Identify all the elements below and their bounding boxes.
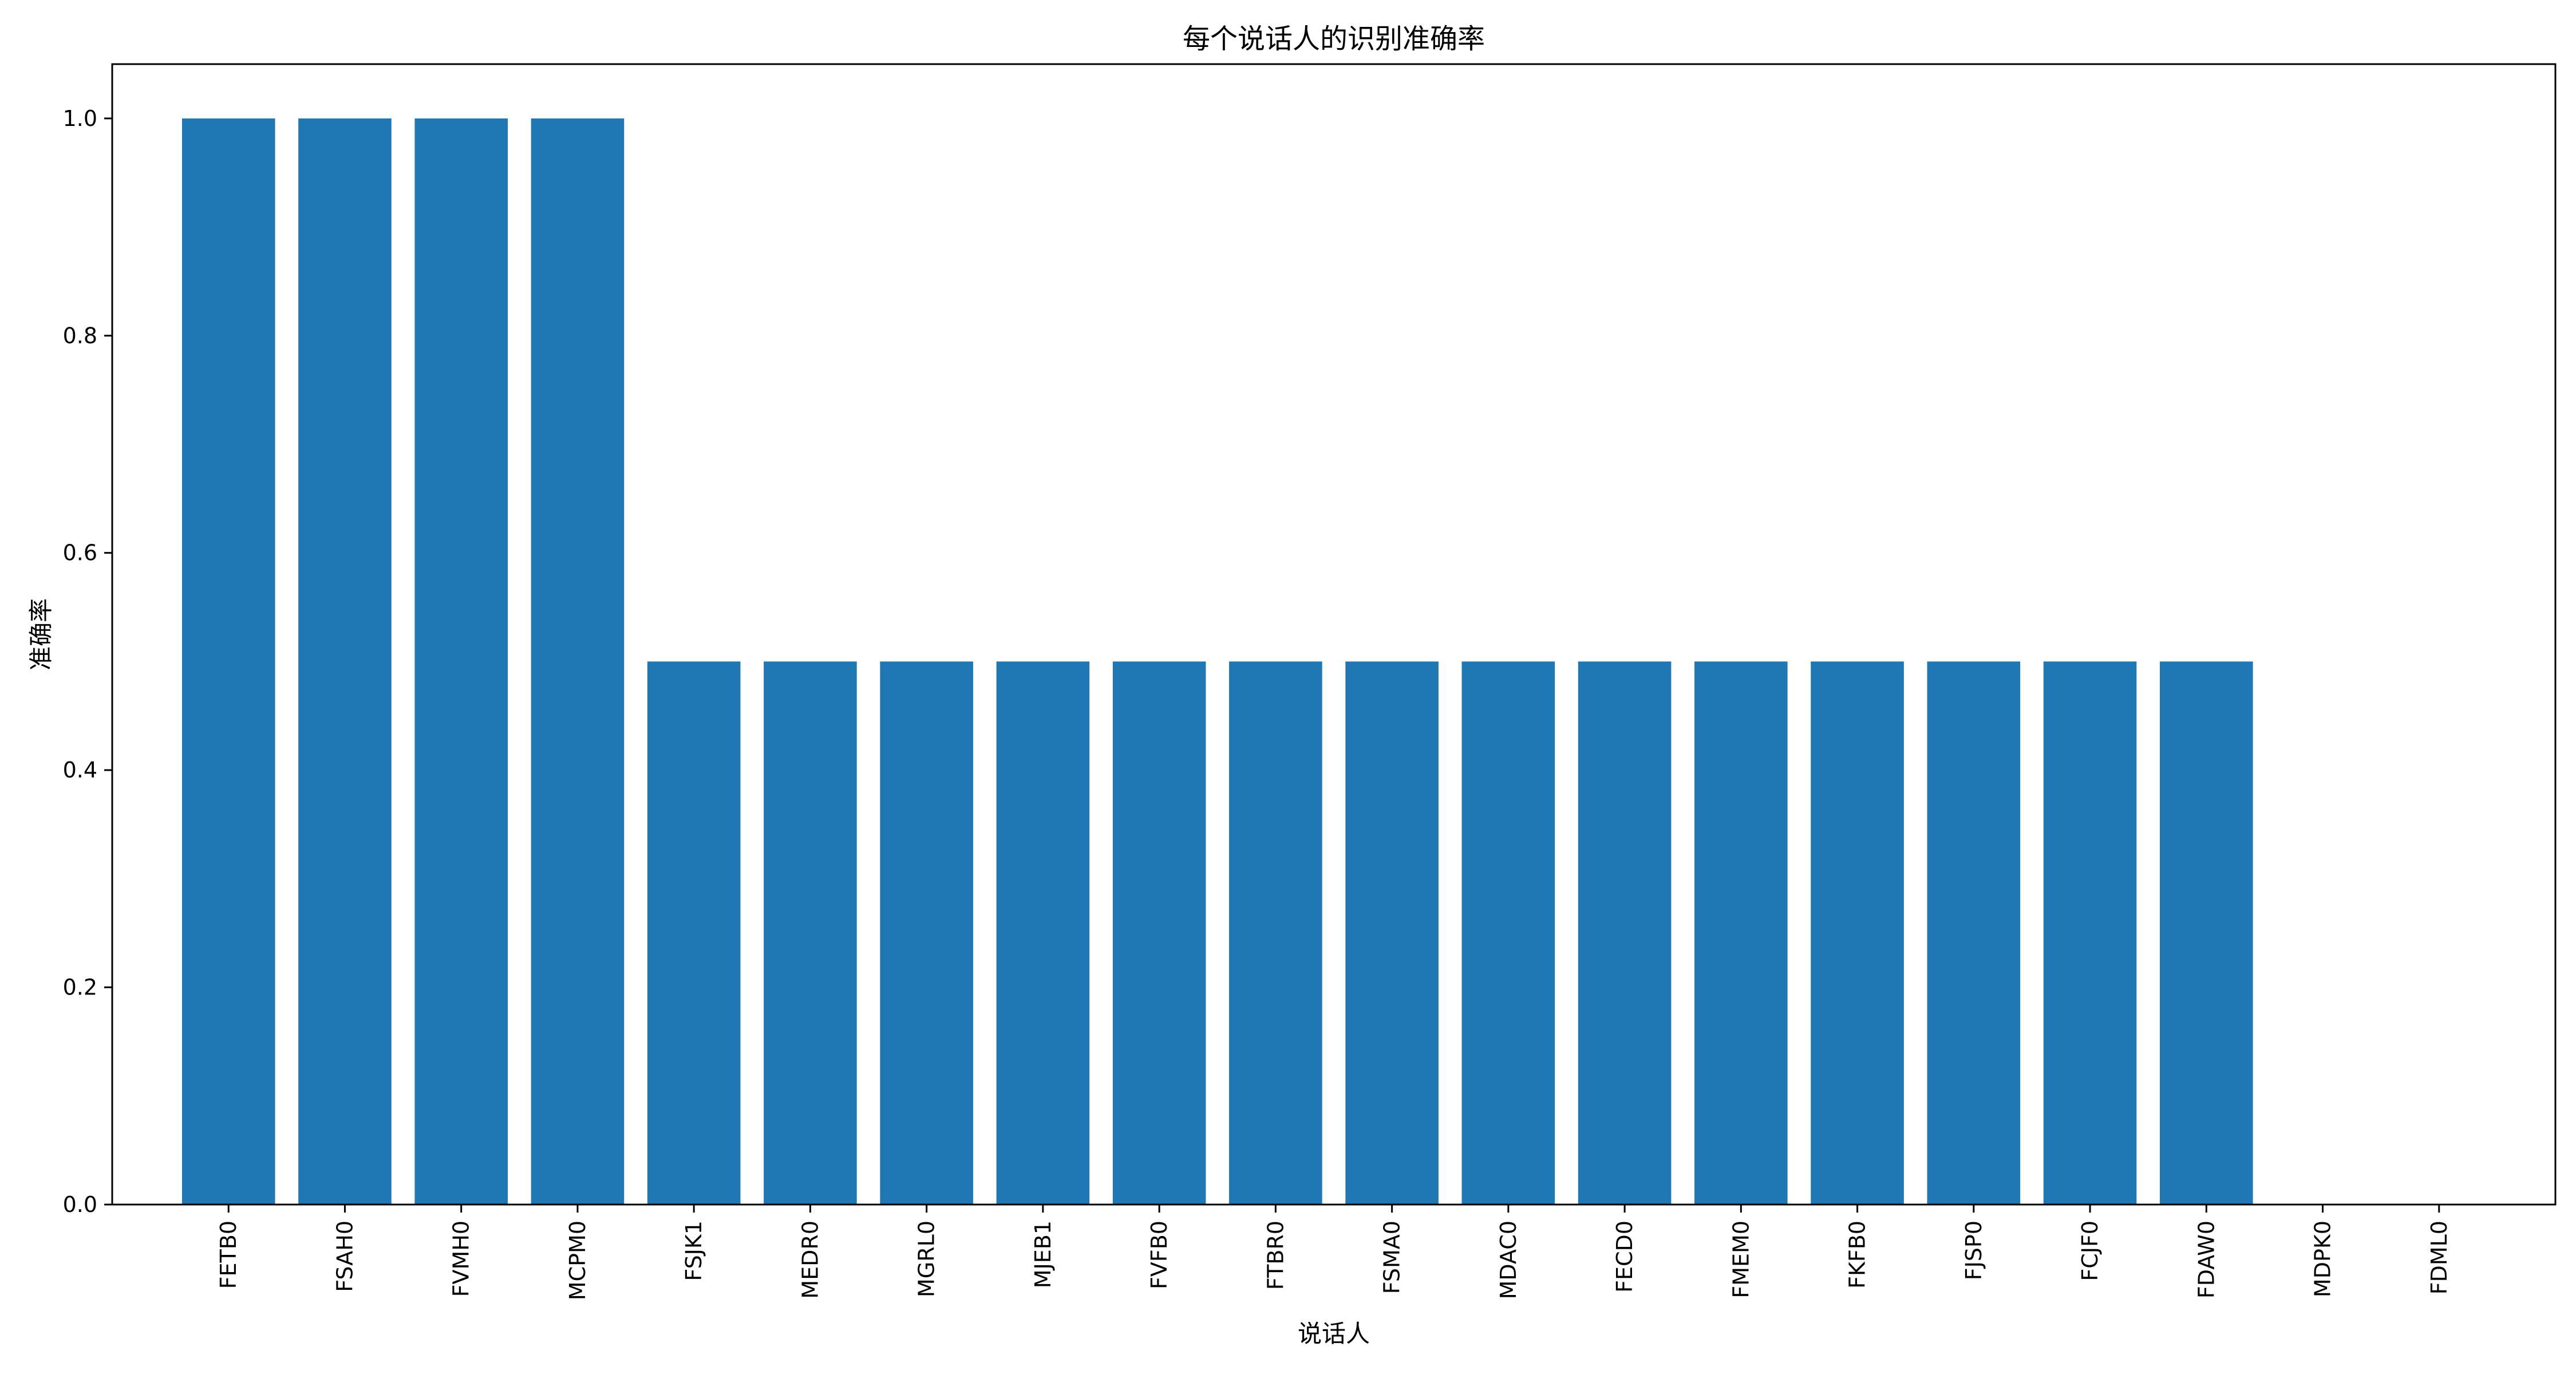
x-tick-label: FJSP0 <box>1961 1221 1986 1280</box>
bar-fetb0 <box>181 118 275 1205</box>
y-tick-label: 0.0 <box>63 1192 97 1217</box>
y-tick-label: 1.0 <box>63 106 97 131</box>
bar-medr0 <box>764 661 857 1205</box>
y-axis: 0.0 0.2 0.4 0.6 0.8 1.0 <box>63 106 112 1217</box>
x-tick-label: FCJF0 <box>2077 1221 2103 1281</box>
x-axis-label: 说话人 <box>1298 1320 1370 1348</box>
y-tick-label: 0.6 <box>63 540 97 566</box>
x-tick-label: FSAH0 <box>332 1221 357 1292</box>
x-tick-label: FVFB0 <box>1147 1221 1172 1289</box>
x-tick-label: MGRL0 <box>914 1221 939 1297</box>
bar-fsjk1 <box>647 661 741 1205</box>
x-tick-label: FMEM0 <box>1728 1221 1753 1298</box>
bar-mgrl0 <box>880 661 973 1205</box>
x-tick-label: MDPK0 <box>2310 1221 2336 1297</box>
y-tick-label: 0.4 <box>63 757 97 783</box>
y-axis-label: 准确率 <box>27 598 55 670</box>
y-tick-label: 0.2 <box>63 975 97 1000</box>
bar-fdaw0 <box>2159 661 2253 1205</box>
bar-fjsp0 <box>1927 661 2021 1205</box>
bar-mdac0 <box>1461 661 1555 1205</box>
x-tick-label: FKFB0 <box>1845 1221 1870 1289</box>
bar-fmem0 <box>1694 661 1788 1205</box>
chart-title: 每个说话人的识别准确率 <box>1183 23 1485 55</box>
y-tick-label: 0.8 <box>63 323 97 348</box>
bar-fkfb0 <box>1811 661 1904 1205</box>
x-tick-label: FTBR0 <box>1263 1221 1288 1290</box>
x-tick-label: FECD0 <box>1612 1221 1637 1293</box>
bar-fecd0 <box>1578 661 1672 1205</box>
bar-mcpm0 <box>531 118 625 1205</box>
x-tick-label: FVMH0 <box>449 1221 474 1297</box>
plot-frame <box>111 63 2557 1206</box>
bar-mjeb1 <box>996 661 1090 1205</box>
x-tick-label: FDML0 <box>2427 1221 2452 1294</box>
bar-fcjf0 <box>2043 661 2137 1205</box>
bar-fsma0 <box>1345 661 1439 1205</box>
x-axis: FETB0 FSAH0 FVMH0 MCPM0 FSJK1 MEDR0 MGRL0 MJEB1… <box>216 1205 2452 1300</box>
x-tick-label: FETB0 <box>216 1221 241 1289</box>
x-tick-label: FSMA0 <box>1380 1221 1405 1294</box>
bar-fvmh0 <box>414 118 508 1205</box>
x-tick-label: MJEB1 <box>1030 1221 1056 1288</box>
x-tick-label: MEDR0 <box>797 1221 823 1299</box>
bar-fvfb0 <box>1112 661 1206 1205</box>
bar-fsah0 <box>298 118 392 1205</box>
x-tick-label: MCPM0 <box>565 1221 590 1300</box>
bars-group <box>181 118 2253 1205</box>
x-tick-label: FSJK1 <box>681 1221 706 1281</box>
bar-ftbr0 <box>1229 661 1322 1205</box>
x-tick-label: FDAW0 <box>2194 1221 2219 1298</box>
x-tick-label: MDAC0 <box>1496 1221 1521 1299</box>
